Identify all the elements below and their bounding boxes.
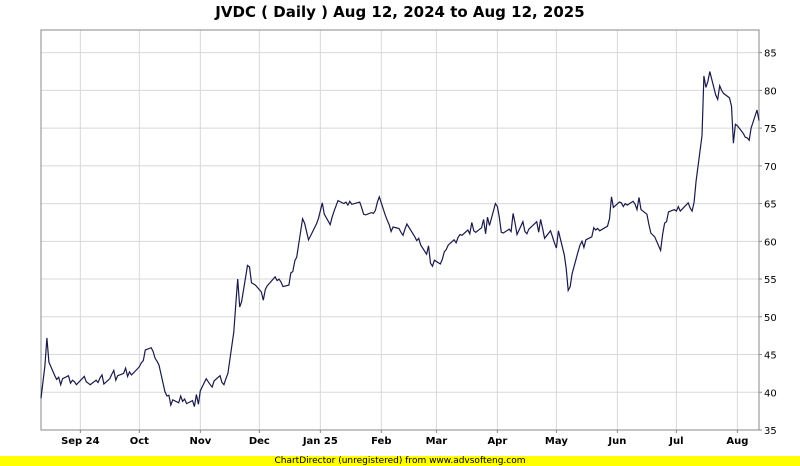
x-tick-label: Mar [426, 436, 448, 447]
x-tick-label: Feb [371, 436, 391, 447]
y-axis: 35 40 45 50 55 60 65 70 75 80 85 [759, 49, 777, 437]
y-tick-label: 65 [764, 200, 777, 211]
y-tick-label: 45 [764, 351, 777, 362]
y-tick-label: 60 [764, 237, 777, 248]
x-tick-label: Dec [249, 436, 270, 447]
x-tick-label: Jan 25 [302, 436, 338, 447]
x-tick-label: Sep 24 [61, 436, 100, 447]
chart-title: JVDC ( Daily ) Aug 12, 2024 to Aug 12, 2… [215, 3, 585, 21]
y-tick-label: 80 [764, 86, 777, 97]
y-tick-label: 70 [764, 162, 777, 173]
line-chart: 35 40 45 50 55 60 65 70 75 80 85 Sep 24 Oct Nov Dec Ja… [40, 29, 777, 447]
y-tick-label: 75 [764, 124, 777, 135]
y-tick-label: 55 [764, 275, 777, 286]
x-tick-label: Nov [189, 436, 211, 447]
y-tick-label: 35 [764, 426, 777, 437]
x-tick-label: Jun [607, 436, 626, 447]
x-tick-label: May [545, 436, 568, 447]
y-tick-label: 40 [764, 388, 777, 399]
plot-frame [40, 29, 760, 431]
y-tick-label: 50 [764, 313, 777, 324]
price-series-line [40, 71, 760, 408]
x-axis: Sep 24 Oct Nov Dec Jan 25 Feb Mar Apr May Jun Jul A… [61, 430, 748, 447]
x-tick-label: Apr [487, 436, 507, 447]
x-tick-label: Aug [726, 436, 748, 447]
y-tick-label: 85 [764, 49, 777, 60]
x-tick-label: Oct [130, 436, 149, 447]
x-tick-label: Jul [668, 436, 683, 447]
footer-credit: ChartDirector (unregistered) from www.ad… [0, 456, 800, 466]
